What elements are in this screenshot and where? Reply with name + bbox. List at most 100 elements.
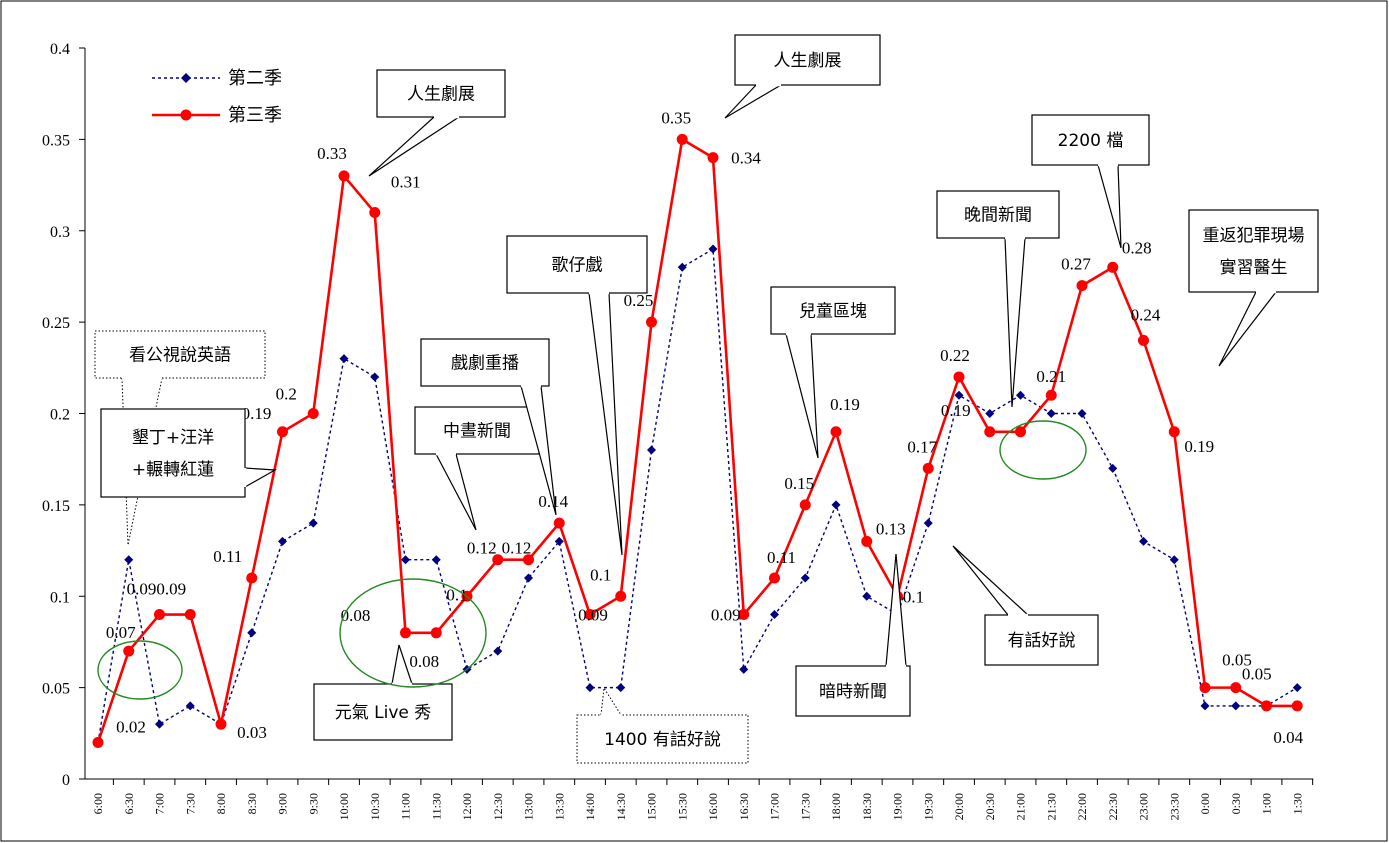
callout-1400: 1400 有話好說 [576, 686, 749, 764]
season3-point [584, 609, 596, 621]
callout-kenting: 墾丁+汪洋 +輾轉紅蓮 [100, 408, 278, 498]
season3-point [1107, 261, 1119, 273]
season3-point [1138, 334, 1149, 346]
season2-point [1077, 409, 1087, 418]
callout-label: 2200 檔 [1058, 131, 1124, 151]
season3-point [615, 590, 627, 602]
x-tick-label: 22:30 [1106, 793, 1120, 820]
season3-point [676, 133, 688, 145]
season3-point [1015, 426, 1026, 438]
data-label: 0.19 [830, 395, 860, 414]
x-tick-label: 20:30 [983, 793, 997, 820]
season2-point [708, 244, 718, 254]
data-label: 0.24 [1131, 305, 1161, 324]
data-label: 0.04 [1273, 728, 1303, 747]
callout-pointer [1218, 291, 1277, 367]
season2-point [831, 500, 841, 510]
season2-point [185, 701, 195, 711]
callout-label: 晚間新聞 [964, 206, 1032, 226]
season3-point [492, 554, 504, 566]
x-tick-label: 6:30 [122, 793, 136, 814]
data-label: 0.09 [711, 606, 741, 625]
highlight-ellipse [339, 578, 487, 688]
y-tick-label: 0.25 [42, 315, 70, 332]
season2-point [124, 555, 134, 565]
season2-point [585, 683, 595, 693]
data-label: 0.25 [624, 291, 654, 310]
data-label: 0.02 [116, 717, 146, 736]
x-tick-label: 12:00 [460, 793, 474, 820]
season2-point [1169, 555, 1179, 565]
callout-label: 元氣 Live 秀 [335, 703, 432, 723]
x-tick-label: 15:30 [675, 793, 689, 820]
season3-point [307, 408, 319, 419]
callout-label: 1400 有話好說 [604, 730, 721, 750]
season3-point [1291, 700, 1303, 712]
season3-point [400, 627, 411, 639]
season2-point [1292, 683, 1302, 693]
callout-box [506, 235, 648, 294]
season3-point [430, 627, 442, 639]
data-label: 0.08 [409, 652, 439, 671]
callout-2200: 2200 檔 [1031, 114, 1150, 249]
season3-point [922, 462, 934, 474]
season2-point [1231, 701, 1241, 711]
callout-label: 重返犯罪現場 [1203, 226, 1305, 246]
legend-label-season2: 第二季 [228, 68, 282, 89]
callout-pointer [724, 84, 782, 119]
season3-point [154, 609, 165, 621]
callout-label: 人生劇展 [407, 85, 475, 105]
callout-label: 兒童區塊 [799, 302, 867, 322]
callout-pointer [368, 116, 460, 177]
season2-point [1200, 701, 1210, 711]
x-tick-label: 21:00 [1014, 793, 1028, 820]
season3-point [799, 499, 811, 511]
y-tick-label: 0 [62, 772, 70, 789]
x-tick-label: 0:00 [1198, 793, 1212, 814]
season3-point [369, 206, 381, 218]
season2-point [278, 536, 287, 546]
callout-label: +輾轉紅蓮 [132, 460, 214, 480]
season2-point [339, 354, 349, 364]
x-tick-label: 18:30 [860, 793, 874, 820]
x-tick-label: 8:30 [245, 793, 259, 814]
data-label: 0.09 [578, 606, 608, 625]
data-label: 0.33 [317, 144, 347, 163]
x-tick-label: 9:30 [306, 793, 320, 814]
season2-point [616, 683, 626, 693]
callout-talk: 有話好說 [952, 545, 1099, 666]
season2-point [739, 664, 749, 674]
callout-pointer [600, 686, 622, 716]
season3-point [123, 645, 135, 657]
season3-point [707, 152, 719, 164]
callout-box [734, 34, 881, 86]
callout-box [1031, 114, 1150, 166]
season3-point [1076, 280, 1088, 292]
x-tick-label: 16:00 [706, 793, 720, 820]
series-season3 [92, 133, 1303, 748]
callout-box [100, 408, 246, 498]
highlight-ellipse [97, 640, 183, 700]
callout-box [94, 330, 266, 379]
season3-point [246, 572, 258, 584]
data-label: 0.05 [1222, 651, 1252, 670]
season2-point [1108, 463, 1118, 473]
season2-point [155, 719, 164, 729]
data-label: 0.22 [940, 346, 970, 365]
callout-label: 看公視說英語 [129, 346, 231, 366]
x-tick-label: 14:00 [583, 793, 597, 820]
season2-point [370, 372, 380, 382]
x-tick-label: 0:30 [1229, 793, 1243, 814]
data-label: 0.19 [1184, 437, 1214, 456]
x-tick-label: 1:30 [1290, 793, 1304, 814]
data-label: 0.1 [903, 587, 924, 606]
season2-point [493, 646, 503, 656]
season3-point [215, 718, 227, 730]
season2-point [1046, 409, 1056, 418]
callout-label: 有話好說 [1008, 631, 1076, 651]
data-label: 0.27 [1061, 255, 1091, 274]
callout-label: 暗時新聞 [819, 682, 887, 702]
data-label: 0.07 [106, 623, 136, 642]
legend-label-season3: 第三季 [228, 105, 282, 126]
